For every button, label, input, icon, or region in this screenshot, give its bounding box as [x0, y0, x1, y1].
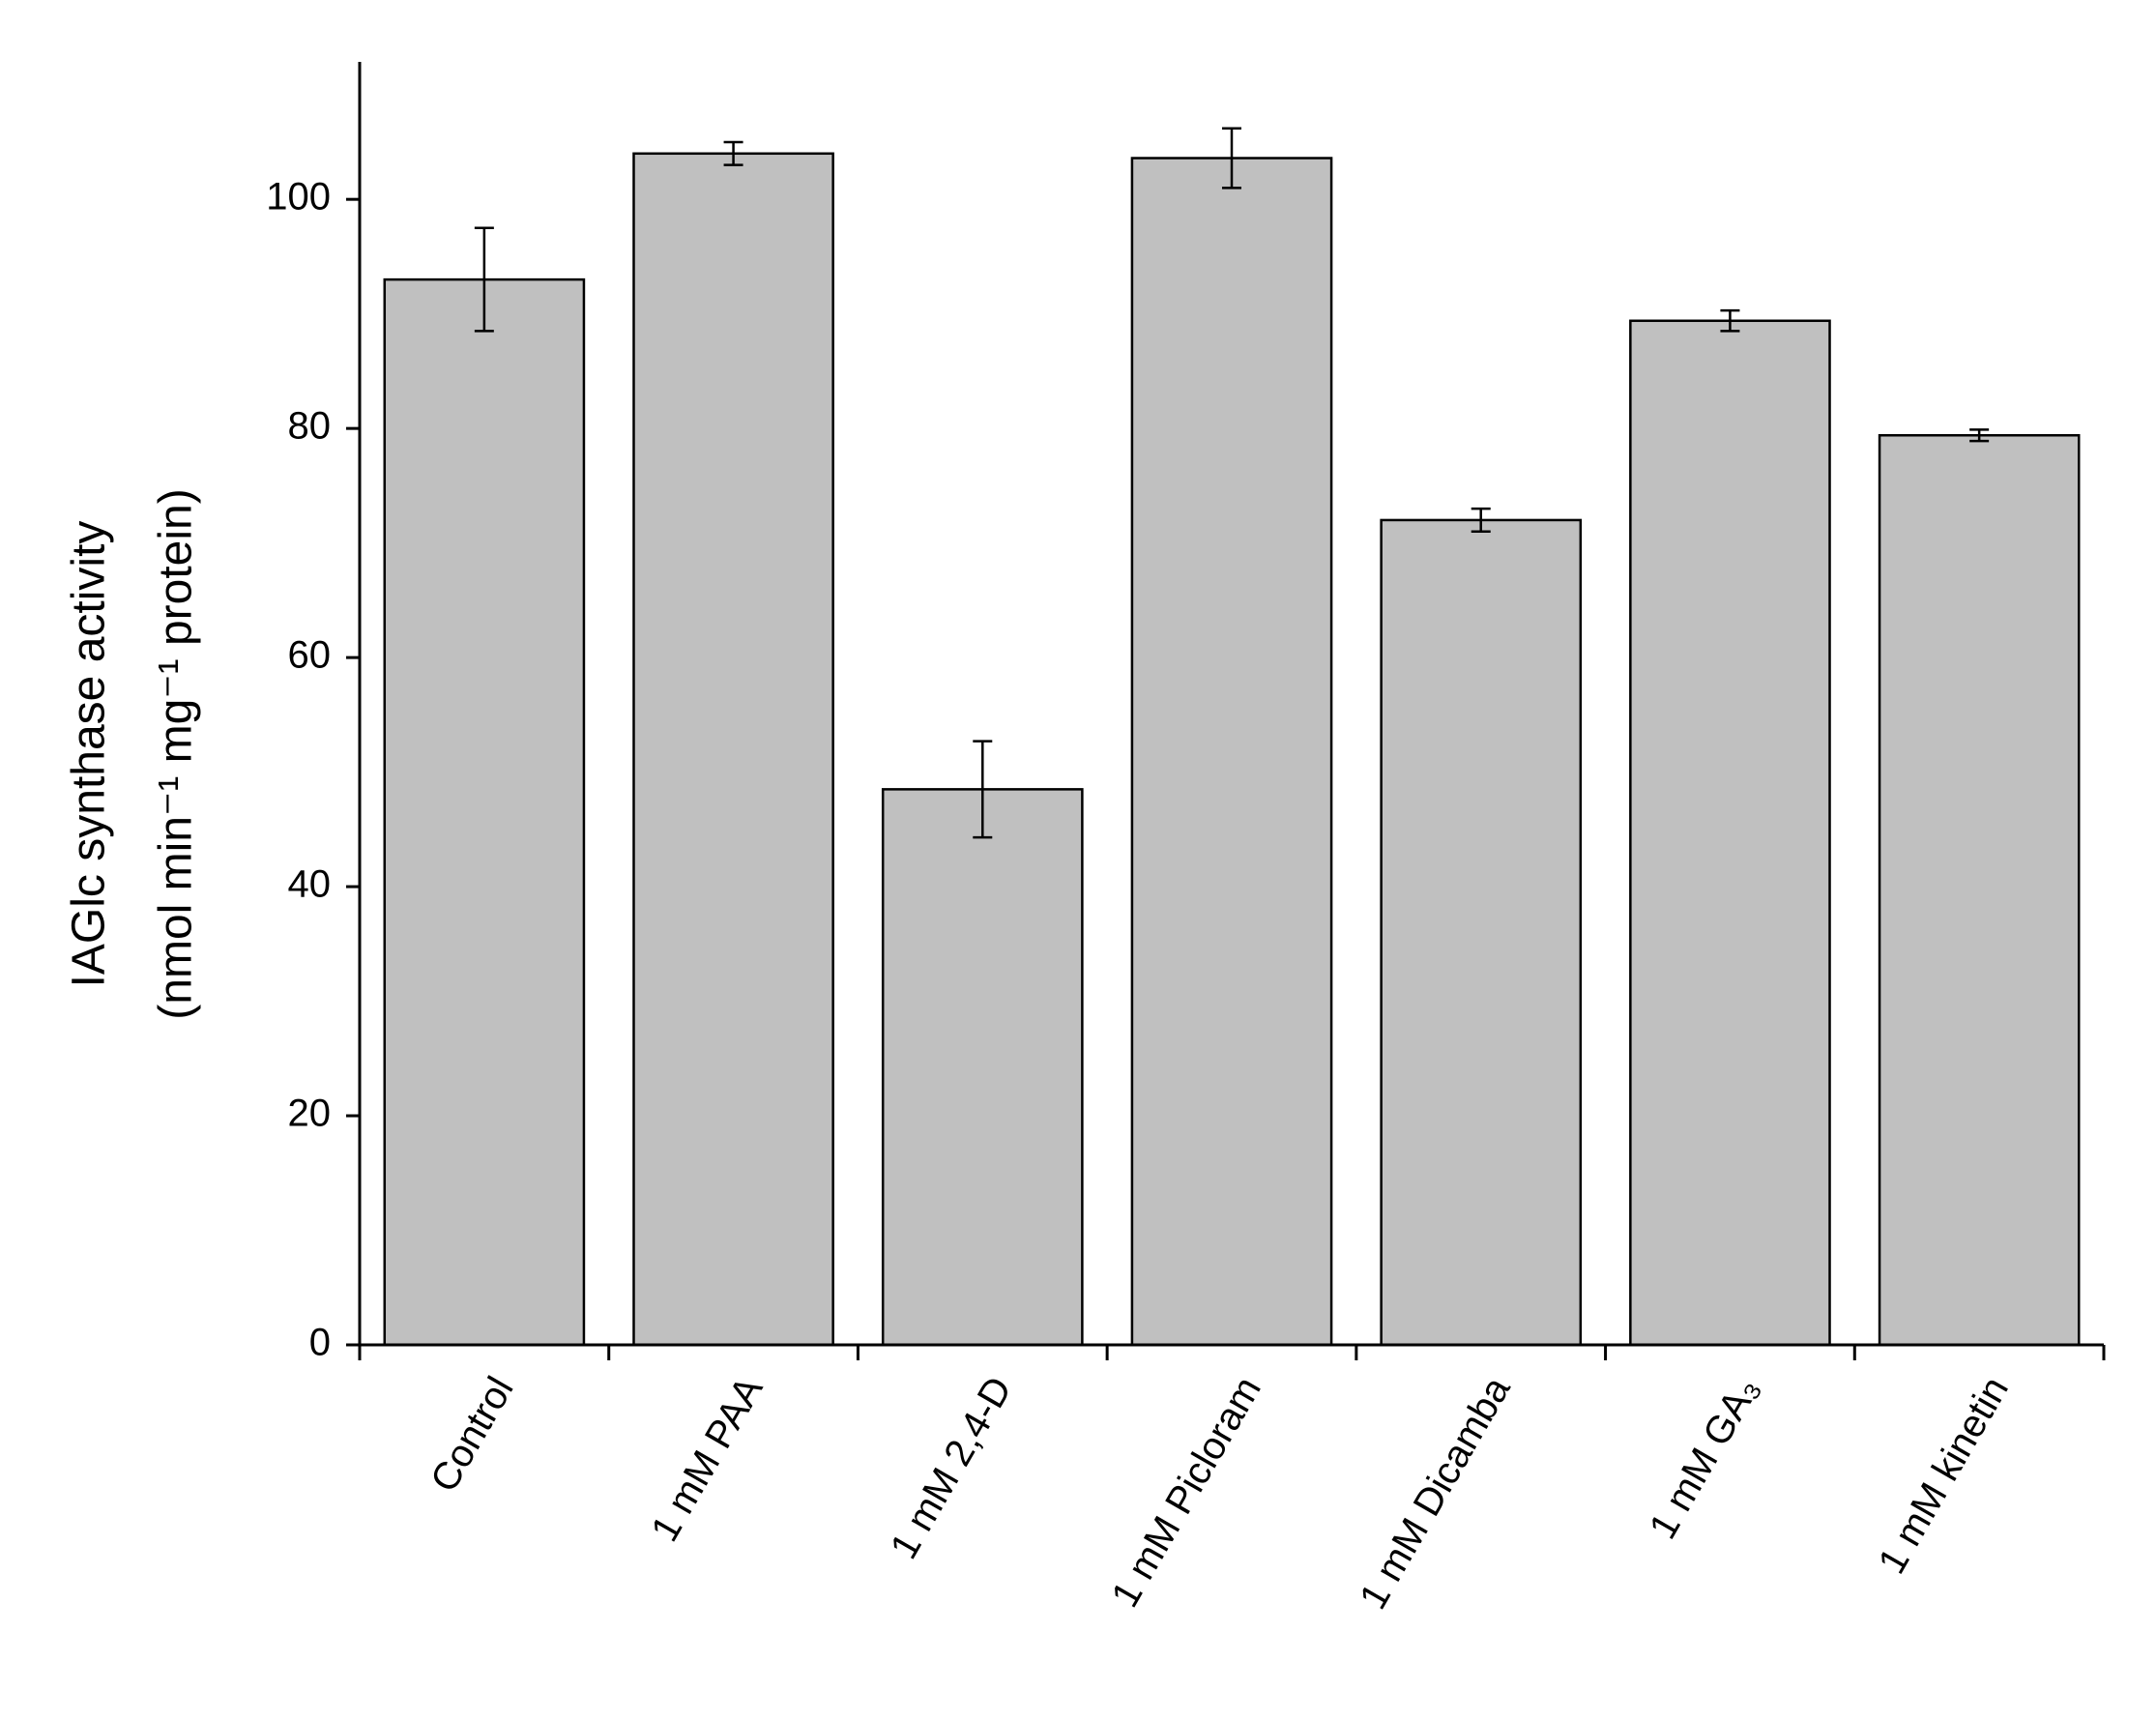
error-bar: [474, 226, 494, 333]
bar: [632, 152, 834, 1347]
y-tick-label: 100: [266, 176, 331, 219]
x-tick-label: 1 mM 2,4-D: [883, 1370, 1021, 1566]
x-tick-label: 1 mM Picloram: [1103, 1370, 1268, 1615]
y-tick-label: 60: [288, 634, 332, 677]
y-axis-label: IAGlc synthase activity: [64, 521, 115, 988]
error-bar: [1720, 308, 1740, 333]
x-tick-label: Control: [422, 1370, 522, 1500]
bar: [383, 277, 586, 1347]
y-tick-label: 0: [309, 1322, 331, 1364]
error-bar: [1222, 127, 1241, 189]
bar: [1130, 157, 1333, 1347]
x-tick-label: 1 mM kinetin: [1871, 1370, 2017, 1581]
error-bar: [1969, 428, 1990, 443]
y-tick-label: 20: [288, 1093, 332, 1135]
x-tick-label: 1 mM PAA: [643, 1370, 771, 1549]
bar: [881, 788, 1084, 1347]
error-bar: [1471, 507, 1491, 534]
y-tick-label: 80: [288, 405, 332, 448]
y-axis-label: (nmol min⁻¹ mg⁻¹ protein): [151, 488, 202, 1019]
x-tick-label: 1 mM GA₃: [1642, 1370, 1768, 1546]
bar: [1629, 319, 1831, 1347]
bar: [1380, 518, 1583, 1347]
bar: [1878, 434, 2081, 1347]
x-tick-label: 1 mM Dicamba: [1352, 1369, 1519, 1617]
error-bar: [973, 740, 993, 839]
error-bar: [723, 140, 743, 166]
y-tick-label: 40: [288, 863, 332, 906]
